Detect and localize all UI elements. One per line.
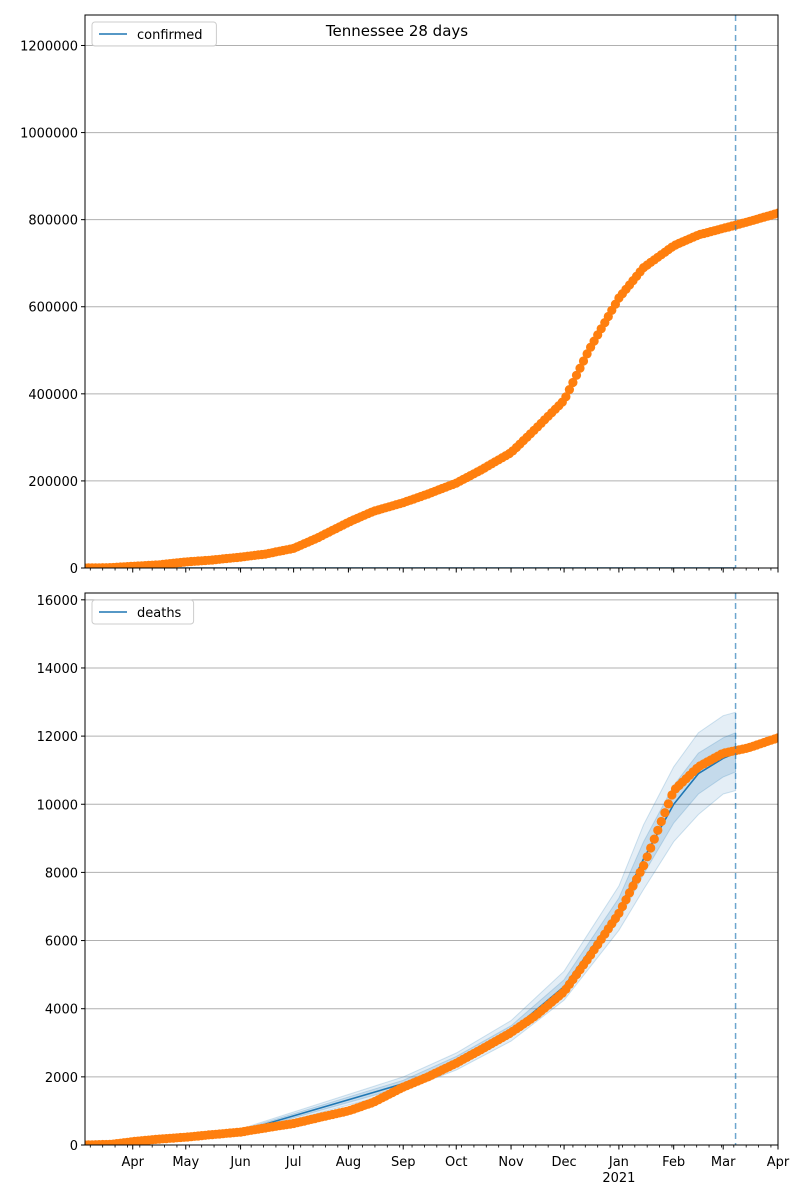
- y-tick-label: 0: [70, 1139, 78, 1154]
- axes-frame: [84, 14, 779, 569]
- y-tick-label: 1000000: [20, 127, 78, 142]
- confirmed-panel: 0 200000 400000 600000 800000 1000000 1200000 c…: [20, 14, 779, 577]
- x-tick-label: Jan: [608, 1155, 629, 1170]
- observed-point: [628, 881, 638, 891]
- y-tick-label: 2000: [45, 1071, 78, 1086]
- observed-point: [635, 867, 645, 878]
- x-tick-label: Jun: [229, 1155, 250, 1170]
- observed-point: [656, 816, 666, 827]
- y-tick-label: 12000: [37, 730, 78, 745]
- y-tick-label: 200000: [28, 475, 78, 490]
- x-year-label: 2021: [602, 1171, 635, 1186]
- observed-point: [649, 834, 659, 844]
- legend-box: [91, 599, 195, 625]
- x-tick-label: Apr: [767, 1155, 790, 1170]
- y-tick-label: 800000: [28, 214, 78, 229]
- observed-point: [561, 392, 571, 402]
- y-tick-label: 400000: [28, 388, 78, 403]
- axes-frame: [84, 592, 779, 1146]
- legend: deaths: [91, 599, 195, 625]
- x-tick-label: Mar: [711, 1155, 736, 1170]
- y-tick-label: 10000: [37, 798, 78, 813]
- y-tick-label: 1200000: [20, 39, 78, 54]
- x-tick-label: Aug: [336, 1155, 361, 1170]
- plot-area: [85, 711, 778, 1145]
- x-tick-label: Sep: [391, 1155, 416, 1170]
- observed-point: [663, 799, 674, 809]
- observed-point: [568, 377, 578, 388]
- observed-point: [773, 733, 778, 743]
- observed-point: [646, 843, 656, 853]
- y-tick-label: 6000: [45, 935, 78, 950]
- y-tick-label: 16000: [37, 594, 78, 609]
- observed-point: [632, 874, 642, 884]
- legend-box: [91, 21, 217, 47]
- y-tick-label: 14000: [37, 662, 78, 677]
- observed-point: [642, 852, 652, 862]
- y-tick-label: 8000: [45, 866, 78, 881]
- y-tick-label: 600000: [28, 301, 78, 316]
- observed-point: [575, 363, 585, 373]
- legend-label: confirmed: [137, 28, 203, 43]
- y-tick-label: 4000: [45, 1003, 78, 1018]
- observed-point: [617, 901, 628, 912]
- observed-point: [564, 385, 575, 395]
- observed-point: [773, 208, 778, 218]
- observed-point: [621, 895, 631, 905]
- x-tick-label: May: [172, 1155, 199, 1170]
- observed-point: [639, 861, 649, 871]
- plot-area: [85, 208, 778, 568]
- observed-point: [578, 356, 589, 366]
- deaths-panel: 0 2000 4000 6000 8000 10000 12000 14000 16000 Apr…: [37, 592, 790, 1186]
- observed-point: [660, 808, 670, 818]
- observed-point: [653, 825, 663, 835]
- x-tick-label: Dec: [552, 1155, 577, 1170]
- figure-title: Tennessee 28 days: [325, 22, 468, 40]
- x-tick-label: Apr: [121, 1155, 144, 1170]
- x-tick-label: Oct: [445, 1155, 467, 1170]
- observed-point: [614, 908, 624, 918]
- x-tick-label: Jul: [285, 1155, 302, 1170]
- x-tick-label: Feb: [662, 1155, 685, 1170]
- y-tick-label: 0: [70, 562, 78, 577]
- legend: confirmed: [91, 21, 217, 47]
- x-tick-label: Nov: [498, 1155, 524, 1170]
- legend-label: deaths: [137, 606, 182, 621]
- observed-point: [571, 370, 582, 380]
- observed-point: [624, 888, 635, 898]
